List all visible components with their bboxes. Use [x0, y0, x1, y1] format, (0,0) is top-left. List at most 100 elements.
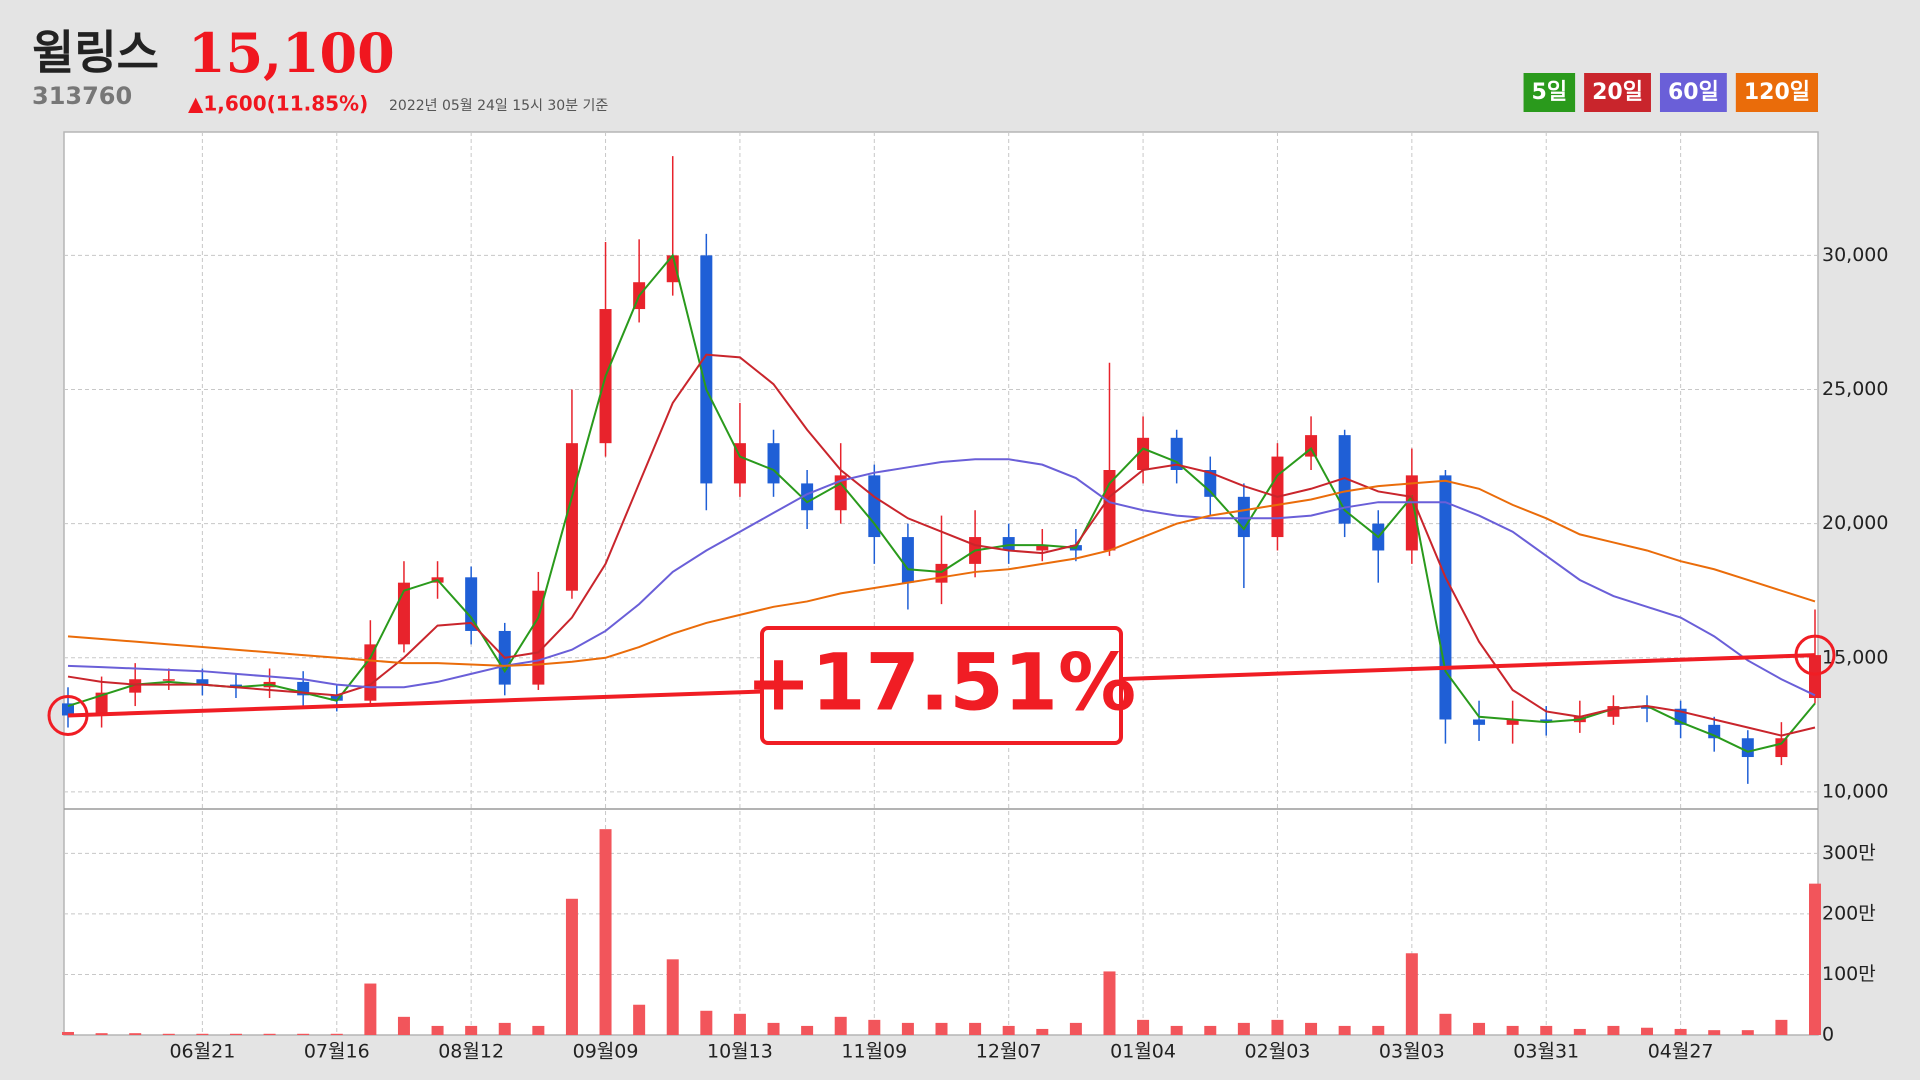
y-tick-label: 30,000 [1822, 244, 1888, 266]
y-tick-label: 200만 [1822, 902, 1876, 924]
volume-bar [1506, 1025, 1519, 1035]
volume-bar [1405, 953, 1418, 1035]
legend-label: 5일 [1532, 80, 1568, 105]
candle-body [95, 692, 108, 716]
volume-bar [633, 1004, 646, 1035]
volume-bar [297, 1033, 310, 1035]
candle-body [1540, 719, 1553, 723]
x-tick-label: 04월27 [1648, 1041, 1714, 1063]
volume-bar [498, 1022, 511, 1035]
legend-swatch [1584, 73, 1651, 112]
volume-bar [1204, 1025, 1217, 1035]
candle-body [1473, 719, 1486, 725]
volume-bar [397, 1016, 410, 1035]
volume-bar [1439, 1013, 1452, 1035]
annotation-label: +17.51% [746, 638, 1136, 728]
candle-body [700, 255, 713, 484]
candle-body [1641, 706, 1654, 709]
volume-bar [1237, 1022, 1250, 1035]
candle-body [1809, 655, 1821, 699]
volume-bar [868, 1019, 881, 1035]
volume-bar [1607, 1025, 1620, 1035]
y-tick-label: 15,000 [1822, 646, 1888, 668]
legend-item: 60일 [1659, 73, 1727, 112]
candle-body [1405, 475, 1418, 551]
x-tick-label: 09월09 [573, 1041, 639, 1063]
stock-code: 313760 [32, 82, 132, 110]
candle-body [1338, 435, 1351, 524]
candle-body [1305, 435, 1318, 457]
price-change: ▲1,600(11.85%) [188, 92, 368, 116]
candle-body [565, 443, 578, 591]
candle-body [162, 679, 175, 681]
volume-bar [1741, 1030, 1754, 1035]
legend-swatch [1523, 73, 1576, 112]
y-tick-label: 300만 [1822, 842, 1876, 864]
x-tick-label: 03월03 [1379, 1041, 1445, 1063]
volume-bar [162, 1033, 175, 1035]
volume-bar [1069, 1022, 1082, 1035]
volume-bar [969, 1022, 982, 1035]
volume-bar [1641, 1027, 1654, 1035]
ma-line [67, 458, 1816, 697]
candle-body [801, 483, 814, 511]
volume-bar [532, 1025, 545, 1035]
volume-bar [364, 983, 377, 1035]
candle-body [767, 443, 780, 484]
candle-body [1506, 719, 1519, 725]
candle-body [364, 644, 377, 701]
legend-item: 120일 [1735, 73, 1818, 112]
volume-bar [129, 1033, 142, 1035]
volume-bar [1372, 1025, 1385, 1035]
volume-bar [62, 1031, 74, 1035]
legend-swatch [1659, 73, 1727, 112]
volume-bar [700, 1010, 713, 1035]
volume-bar [1002, 1025, 1015, 1035]
candle-body [901, 537, 914, 583]
volume-bar [834, 1016, 847, 1035]
volume-bar [599, 829, 612, 1035]
legend-label: 120일 [1744, 80, 1810, 105]
volume-bar [1540, 1025, 1553, 1035]
candle-body [733, 443, 746, 484]
candle-body [330, 695, 343, 701]
volume-bar [666, 959, 679, 1035]
x-tick-label: 07월16 [304, 1041, 370, 1063]
candle-body [1002, 537, 1015, 551]
candle-body [1170, 437, 1183, 470]
x-tick-label: 06월21 [169, 1041, 235, 1063]
candle-body [935, 563, 948, 583]
ma-line [67, 353, 1816, 737]
legend-swatch [1735, 73, 1818, 112]
volume-bar [229, 1033, 242, 1035]
volume-bar [196, 1033, 209, 1035]
volume-bar [431, 1025, 444, 1035]
volume-bar [263, 1033, 276, 1035]
legend-label: 60일 [1668, 80, 1719, 105]
candle-body [196, 679, 209, 685]
y-tick-label: 10,000 [1822, 780, 1888, 802]
candle-body [229, 684, 242, 688]
legend-item: 5일 [1523, 73, 1576, 112]
candle-body [129, 679, 142, 693]
y-tick-label: 25,000 [1822, 378, 1888, 400]
volume-bar [1103, 971, 1116, 1035]
volume-bar [1473, 1022, 1486, 1035]
volume-bar [1036, 1028, 1049, 1035]
x-tick-label: 08월12 [438, 1041, 504, 1063]
candle-body [1036, 545, 1049, 551]
volume-bar [330, 1033, 343, 1035]
timestamp: 2022년 05월 24일 15시 30분 기준 [389, 98, 608, 114]
volume-bar [565, 898, 578, 1035]
x-tick-label: 02월03 [1245, 1041, 1311, 1063]
y-tick-label: 100만 [1822, 963, 1876, 985]
stock-price: 15,100 [188, 21, 395, 85]
volume-bar [1305, 1022, 1318, 1035]
legend-item: 20일 [1584, 73, 1651, 112]
volume-bar [1775, 1019, 1788, 1035]
stock-name: 윌링스 [32, 26, 159, 80]
volume-bar [1708, 1030, 1721, 1035]
candle-body [1439, 475, 1452, 720]
candle-body [1741, 738, 1754, 758]
